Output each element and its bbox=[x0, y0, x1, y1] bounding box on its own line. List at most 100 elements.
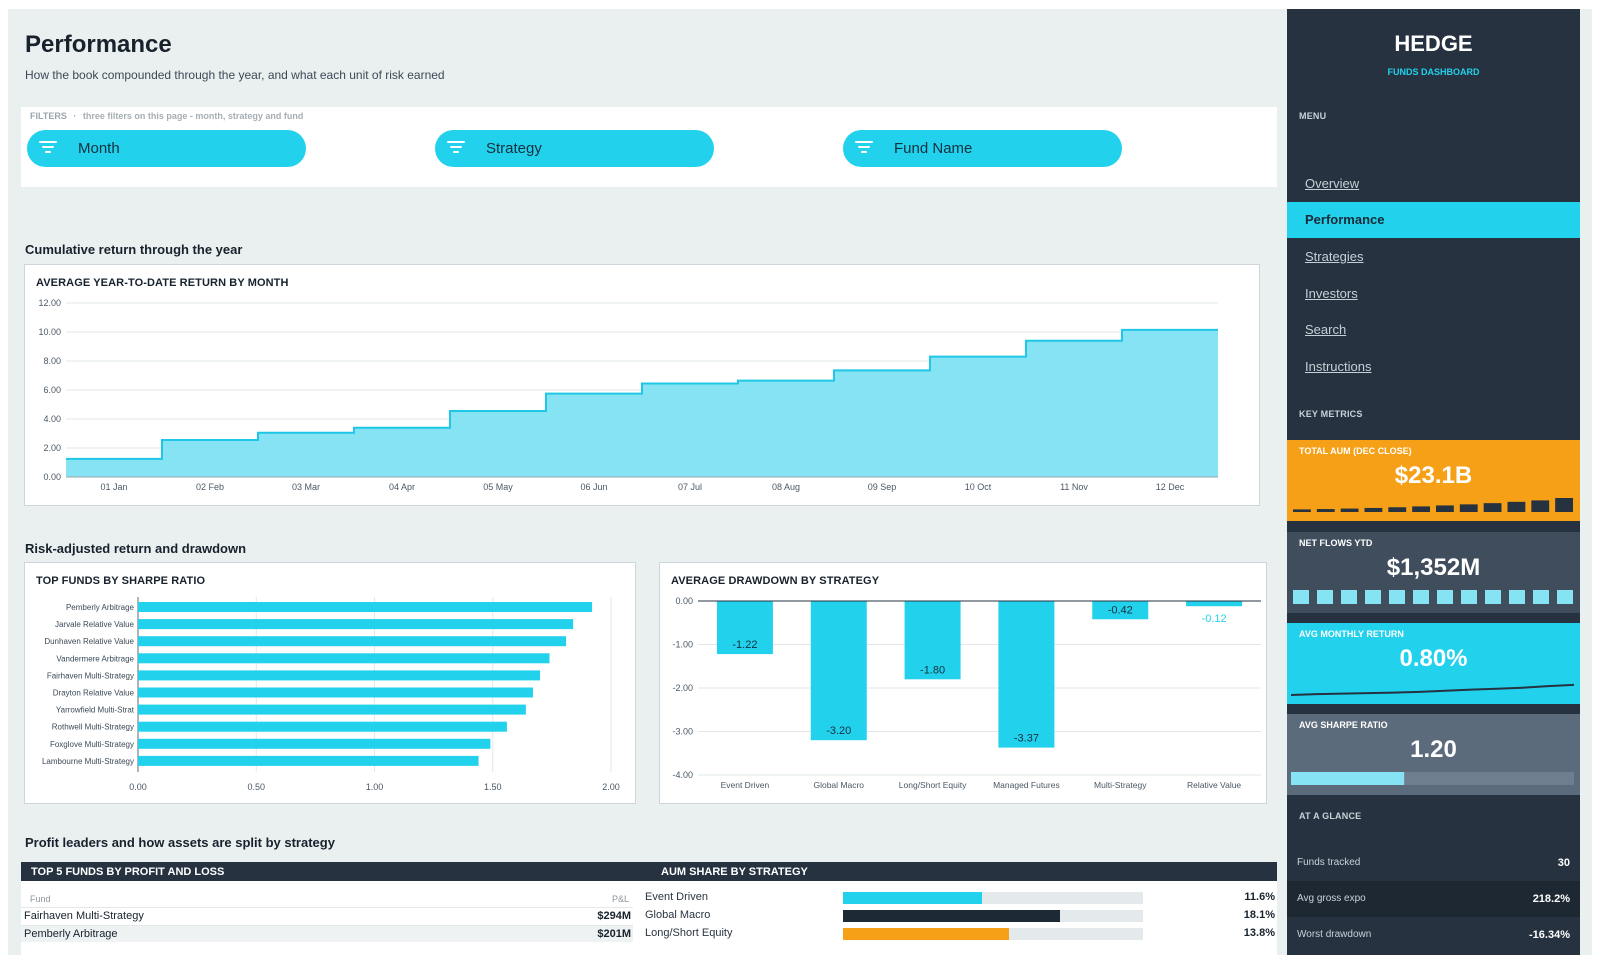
table-row[interactable]: Pemberly Arbitrage $201M bbox=[21, 925, 633, 942]
bar bbox=[138, 738, 491, 749]
data-label: -1.80 bbox=[920, 664, 945, 676]
nav-label: Overview bbox=[1305, 176, 1360, 191]
spark-bar bbox=[1507, 501, 1526, 512]
strategy-name: Global Macro bbox=[645, 909, 711, 921]
spark-block bbox=[1413, 590, 1429, 604]
data-label: -3.37 bbox=[1014, 733, 1039, 745]
spark-bar bbox=[1483, 503, 1502, 512]
y-tick-label: Dunhaven Relative Value bbox=[44, 637, 134, 646]
y-tick-label: Foxglove Multi-Strategy bbox=[50, 740, 134, 749]
spark-block bbox=[1485, 590, 1501, 604]
bar bbox=[1092, 601, 1149, 620]
y-tick-label: Fairhaven Multi-Strategy bbox=[47, 671, 134, 680]
x-tick-label: Multi-Strategy bbox=[1094, 780, 1147, 790]
fund-name: Pemberly Arbitrage bbox=[24, 928, 118, 940]
bar bbox=[904, 601, 961, 680]
spark-block bbox=[1293, 590, 1309, 604]
spark-block bbox=[1509, 590, 1525, 604]
progress-fill bbox=[1291, 772, 1405, 785]
spark-block bbox=[1341, 590, 1357, 604]
pl-col-fund: Fund bbox=[30, 894, 51, 904]
filter-strategy[interactable]: Strategy bbox=[435, 130, 714, 167]
filter-caption-label: FILTERS bbox=[30, 111, 67, 121]
filter-fund-name[interactable]: Fund Name bbox=[843, 130, 1122, 167]
key-metrics-caption: KEY METRICS bbox=[1299, 409, 1363, 419]
bar bbox=[716, 601, 773, 655]
cumulative-chart-card: AVERAGE YEAR-TO-DATE RETURN BY MONTH 0.0… bbox=[24, 264, 1260, 506]
table-row[interactable]: Fairhaven Multi-Strategy $294M bbox=[21, 907, 633, 924]
kpi-net-flows: NET FLOWS YTD $1,352M bbox=[1287, 532, 1580, 613]
filter-strategy-label: Strategy bbox=[486, 140, 542, 157]
kpi-sparkline bbox=[1291, 772, 1574, 785]
nav-investors[interactable]: Investors bbox=[1287, 276, 1580, 312]
filter-month[interactable]: Month bbox=[27, 130, 306, 167]
x-tick-label: Managed Futures bbox=[993, 780, 1060, 790]
x-tick-label: 11 Nov bbox=[1060, 482, 1088, 492]
data-label: -0.42 bbox=[1108, 604, 1133, 616]
x-tick-label: 03 Mar bbox=[292, 482, 320, 492]
y-tick-label: Lambourne Multi-Strategy bbox=[42, 757, 134, 766]
nav-instructions[interactable]: Instructions bbox=[1287, 349, 1580, 385]
bar bbox=[138, 704, 526, 715]
y-tick-label: Vandermere Arbitrage bbox=[56, 654, 134, 663]
glance-caption: AT A GLANCE bbox=[1299, 811, 1362, 821]
kpi-value: 0.80% bbox=[1399, 645, 1468, 672]
nav-strategies[interactable]: Strategies bbox=[1287, 239, 1580, 275]
filter-caption: FILTERS · three filters on this page - m… bbox=[30, 111, 304, 121]
x-tick-label: 10 Oct bbox=[965, 482, 992, 492]
spark-bar bbox=[1316, 509, 1335, 512]
share-bar-fill bbox=[843, 892, 983, 904]
spark-bar bbox=[1412, 506, 1430, 512]
section-title-profit: Profit leaders and how assets are split … bbox=[25, 835, 335, 850]
spark-bar bbox=[1555, 498, 1573, 512]
spark-block bbox=[1533, 590, 1549, 604]
kpi-value: $1,352M bbox=[1386, 554, 1481, 581]
glance-row: Worst drawdown -16.34% bbox=[1287, 917, 1580, 953]
x-tick-label: 1.00 bbox=[366, 782, 384, 792]
spark-bar bbox=[1388, 507, 1407, 512]
drawdown-chart-card: AVERAGE DRAWDOWN BY STRATEGY 0.00 -1.00 -2… bbox=[659, 562, 1267, 804]
sharpe-ratio-chart: 0.00 0.50 1.00 1.50 2.00 Pemberly Arbitrage Ja… bbox=[42, 597, 620, 792]
page-subtitle: How the book compounded through the year… bbox=[25, 68, 445, 82]
nav-search[interactable]: Search bbox=[1287, 312, 1580, 348]
kpi-avg-monthly-return: AVG MONTHLY RETURN 0.80% bbox=[1287, 623, 1580, 704]
filter-icon bbox=[39, 141, 57, 155]
kpi-sparkline bbox=[1293, 498, 1573, 512]
fund-pl: $294M bbox=[597, 910, 631, 922]
spark-line bbox=[1290, 683, 1575, 696]
share-bar-track bbox=[843, 910, 1143, 922]
y-tick-label: 0.00 bbox=[43, 472, 61, 482]
spark-bar bbox=[1436, 505, 1454, 512]
filter-panel: FILTERS · three filters on this page - m… bbox=[21, 107, 1277, 187]
nav-label: Performance bbox=[1305, 212, 1385, 227]
spark-bar bbox=[1340, 508, 1359, 512]
x-tick-label: 07 Jul bbox=[678, 482, 702, 492]
nav-overview[interactable]: Overview bbox=[1287, 166, 1580, 202]
x-tick-label: Event Driven bbox=[721, 780, 770, 790]
chart-title: AVERAGE YEAR-TO-DATE RETURN BY MONTH bbox=[36, 277, 289, 289]
x-tick-label: 05 May bbox=[483, 482, 513, 492]
spark-block bbox=[1461, 590, 1477, 604]
nav-label: Search bbox=[1305, 322, 1347, 337]
bar bbox=[998, 601, 1055, 748]
y-tick-label: -2.00 bbox=[672, 683, 693, 693]
section-title-cumulative: Cumulative return through the year bbox=[25, 242, 243, 257]
main-content: Performance How the book compounded thro… bbox=[8, 9, 1286, 955]
area-series bbox=[66, 329, 1218, 477]
share-bar-track bbox=[843, 892, 1143, 904]
y-tick-label: 4.00 bbox=[43, 414, 61, 424]
bar bbox=[138, 636, 567, 647]
y-tick-label: 2.00 bbox=[43, 443, 61, 453]
bar bbox=[138, 755, 479, 766]
data-label: -0.12 bbox=[1202, 613, 1227, 625]
kpi-value: $23.1B bbox=[1394, 462, 1473, 489]
bar bbox=[138, 653, 550, 664]
profit-table-header: TOP 5 FUNDS BY PROFIT AND LOSS AUM SHARE… bbox=[21, 862, 1277, 881]
chart-title: TOP FUNDS BY SHARPE RATIO bbox=[36, 575, 206, 587]
spark-bar bbox=[1531, 500, 1550, 512]
x-tick-label: Long/Short Equity bbox=[899, 780, 967, 790]
nav-performance[interactable]: Performance bbox=[1287, 202, 1580, 238]
y-tick-label: 6.00 bbox=[43, 385, 61, 395]
x-tick-label: 02 Feb bbox=[196, 482, 224, 492]
share-bar-fill bbox=[843, 910, 1061, 922]
